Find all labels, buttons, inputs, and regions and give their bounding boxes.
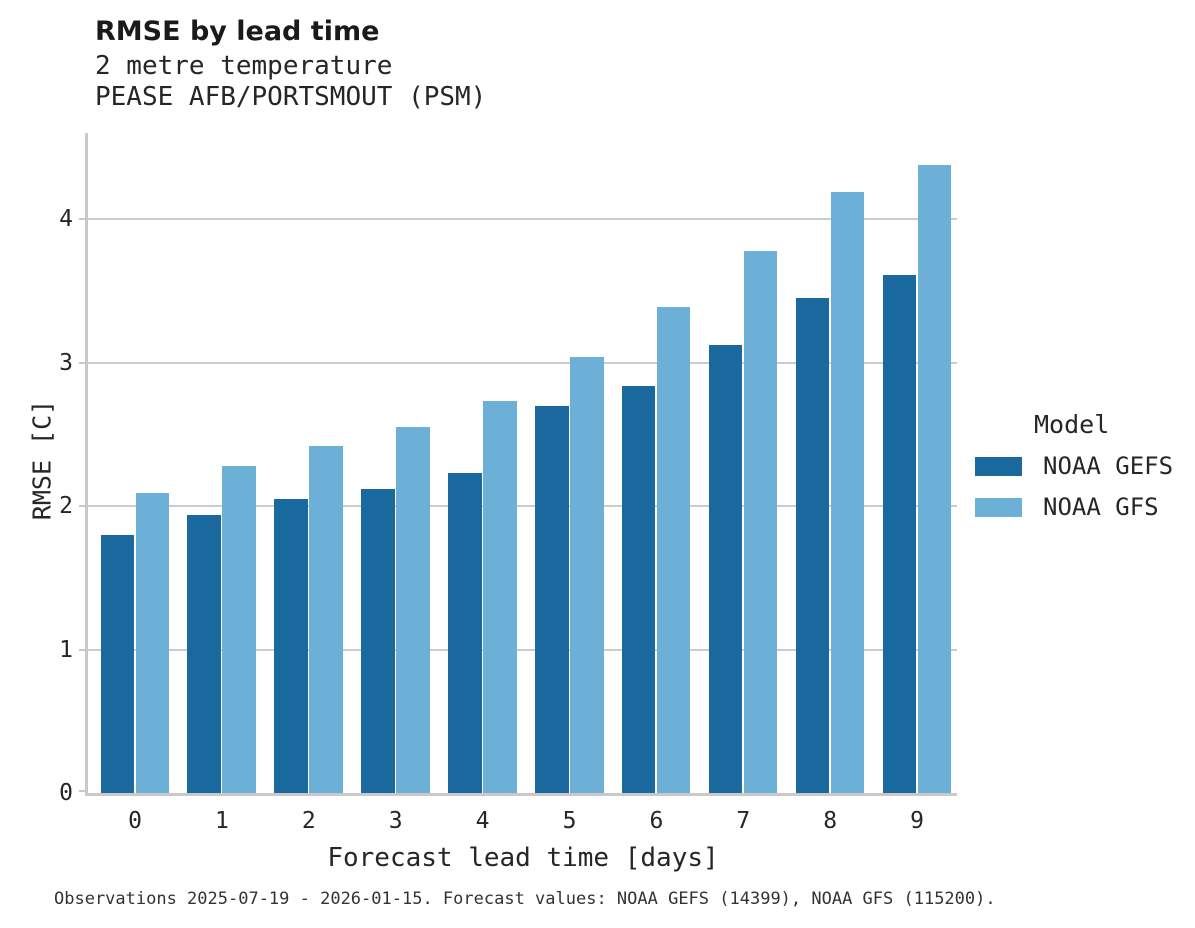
legend-label-noaa-gefs: NOAA GEFS xyxy=(1043,452,1174,480)
bar-noaa-gfs-lead-6 xyxy=(656,306,691,793)
x-tick-label-4: 4 xyxy=(475,808,490,834)
x-axis-label: Forecast lead time [days] xyxy=(327,843,719,873)
x-tick-label-2: 2 xyxy=(301,808,316,834)
footer-caption: Observations 2025-07-19 - 2026-01-15. Fo… xyxy=(54,889,996,909)
bar-noaa-gefs-lead-8 xyxy=(795,298,830,793)
legend: Model NOAA GEFS NOAA GFS xyxy=(975,410,1173,521)
legend-item-noaa-gefs: NOAA GEFS xyxy=(975,452,1173,480)
chart-subtitle-line-1: 2 metre temperature xyxy=(95,51,393,81)
bar-noaa-gfs-lead-7 xyxy=(743,250,778,793)
bar-noaa-gefs-lead-7 xyxy=(708,345,743,793)
bar-noaa-gefs-lead-0 xyxy=(100,534,134,793)
bar-noaa-gefs-lead-5 xyxy=(535,405,569,793)
x-tick-label-1: 1 xyxy=(214,808,229,834)
y-tick-0 xyxy=(79,790,85,792)
bar-noaa-gefs-lead-1 xyxy=(187,514,221,793)
bar-noaa-gefs-lead-3 xyxy=(361,488,395,793)
chart-title: RMSE by lead time xyxy=(95,16,380,47)
y-tick-4 xyxy=(79,218,85,221)
x-tick-label-0: 0 xyxy=(128,808,142,834)
x-tick-label-9: 9 xyxy=(910,808,925,834)
legend-item-noaa-gfs: NOAA GFS xyxy=(975,493,1173,521)
bar-noaa-gefs-lead-4 xyxy=(448,473,482,793)
x-tick-label-8: 8 xyxy=(823,808,838,834)
legend-items: NOAA GEFS NOAA GFS xyxy=(975,452,1173,521)
bar-noaa-gefs-lead-9 xyxy=(882,275,917,793)
y-tick-3 xyxy=(79,361,85,364)
gridline-y-1 xyxy=(88,648,957,651)
bar-noaa-gfs-lead-5 xyxy=(570,356,604,793)
bar-noaa-gefs-lead-6 xyxy=(621,385,656,793)
y-tick-1 xyxy=(79,648,85,651)
y-tick-label-2: 2 xyxy=(59,493,73,520)
bar-noaa-gfs-lead-8 xyxy=(830,191,865,793)
gridline-y-3 xyxy=(88,361,957,364)
y-tick-label-0: 0 xyxy=(59,780,73,806)
chart-subtitle: 2 metre temperature PEASE AFB/PORTSMOUT … xyxy=(95,51,486,113)
chart-subtitle-line-2: PEASE AFB/PORTSMOUT (PSM) xyxy=(95,82,487,112)
y-tick-label-1: 1 xyxy=(59,636,73,663)
bar-noaa-gfs-lead-2 xyxy=(309,445,343,793)
legend-swatch-noaa-gefs xyxy=(975,456,1022,476)
bar-noaa-gfs-lead-3 xyxy=(396,427,430,793)
plot-area xyxy=(79,133,957,796)
bar-noaa-gfs-lead-4 xyxy=(483,401,517,793)
x-tick-label-7: 7 xyxy=(736,808,751,834)
bar-noaa-gfs-lead-1 xyxy=(222,465,256,793)
legend-label-noaa-gfs: NOAA GFS xyxy=(1043,493,1159,521)
y-tick-label-3: 3 xyxy=(59,349,73,376)
y-tick-label-4: 4 xyxy=(59,206,73,233)
x-tick-label-6: 6 xyxy=(649,808,664,834)
bar-noaa-gfs-lead-0 xyxy=(135,493,169,793)
gridline-y-4 xyxy=(88,218,957,221)
x-tick-label-5: 5 xyxy=(562,808,577,834)
x-tick-label-3: 3 xyxy=(388,808,403,834)
legend-swatch-noaa-gfs xyxy=(975,497,1022,517)
legend-title: Model xyxy=(1034,410,1110,439)
bar-noaa-gefs-lead-2 xyxy=(274,498,308,793)
bar-noaa-gfs-lead-9 xyxy=(917,164,952,793)
gridline-y-2 xyxy=(88,505,957,508)
y-tick-2 xyxy=(79,505,85,508)
